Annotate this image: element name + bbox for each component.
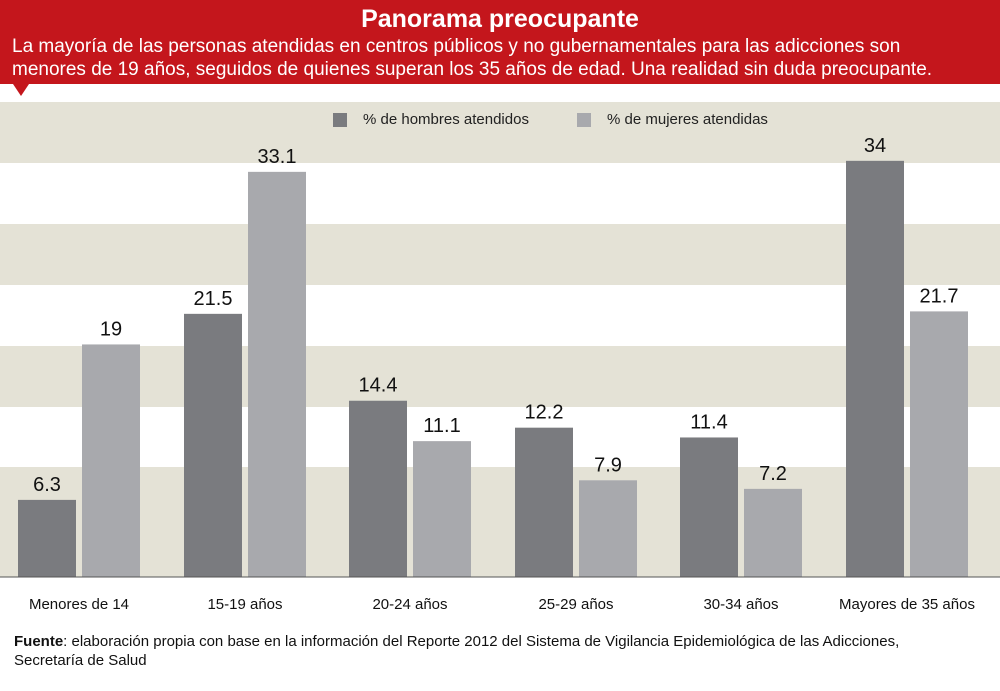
data-label: 7.9 (594, 454, 622, 476)
category-label: Menores de 14 (29, 596, 129, 613)
bar-men (680, 437, 738, 577)
category-label: Mayores de 35 años (839, 596, 975, 613)
background-band (0, 102, 1000, 163)
data-label: 11.1 (423, 415, 460, 437)
banner-pointer (13, 84, 29, 96)
subtitle: La mayoría de las personas atendidas en … (12, 35, 992, 81)
bar-men (846, 160, 904, 577)
background-band (0, 467, 1000, 577)
legend-swatch-men (333, 113, 347, 127)
data-label: 12.2 (525, 402, 564, 424)
bar-women (413, 441, 471, 577)
category-labels: Menores de 14 15-19 años 20-24 años 25-29 a… (29, 596, 975, 613)
data-label: 19 (100, 318, 122, 340)
source-text: : elaboración propia con base en la info… (63, 633, 900, 650)
data-label: 21.5 (194, 288, 233, 310)
legend-swatch-women (577, 113, 591, 127)
category-label: 30-34 años (703, 596, 778, 613)
category-label: 15-19 años (207, 596, 282, 613)
data-label: 14.4 (359, 375, 398, 397)
source-line-1: Fuente: elaboración propia con base en l… (14, 632, 984, 651)
background-bands (0, 102, 1000, 577)
bar-men (184, 313, 242, 577)
subtitle-line-2: menores de 19 años, seguidos de quienes … (12, 59, 933, 80)
data-label: 34 (864, 135, 886, 157)
value-labels: 6.3 19 21.5 33.1 14.4 11.1 12.2 7.9 11.4 7.2 34 21.… (33, 135, 958, 496)
bars (18, 160, 968, 577)
background-band (0, 346, 1000, 407)
header-banner: Panorama preocupante La mayoría de las p… (0, 0, 1000, 84)
bar-women (82, 344, 140, 577)
legend-label-men: % de hombres atendidos (363, 111, 529, 128)
source-note: Fuente: elaboración propia con base en l… (14, 632, 984, 670)
bar-women (910, 311, 968, 577)
bar-women (248, 171, 306, 577)
category-label: 20-24 años (372, 596, 447, 613)
bar-men (349, 400, 407, 577)
source-label: Fuente (14, 633, 64, 650)
legend-label-women: % de mujeres atendidas (607, 111, 768, 128)
data-label: 11.4 (690, 411, 727, 433)
data-label: 33.1 (258, 146, 297, 168)
background-band (0, 224, 1000, 285)
bar-women (744, 488, 802, 577)
subtitle-line-1: La mayoría de las personas atendidas en … (12, 36, 901, 57)
page-title: Panorama preocupante (361, 5, 639, 33)
category-label: 25-29 años (538, 596, 613, 613)
bar-men (515, 427, 573, 577)
bar-men (18, 499, 76, 577)
data-label: 7.2 (759, 463, 787, 485)
data-label: 6.3 (33, 474, 61, 496)
data-label: 21.7 (920, 285, 959, 307)
source-line-2: Secretaría de Salud (14, 652, 147, 669)
bar-women (579, 480, 637, 577)
